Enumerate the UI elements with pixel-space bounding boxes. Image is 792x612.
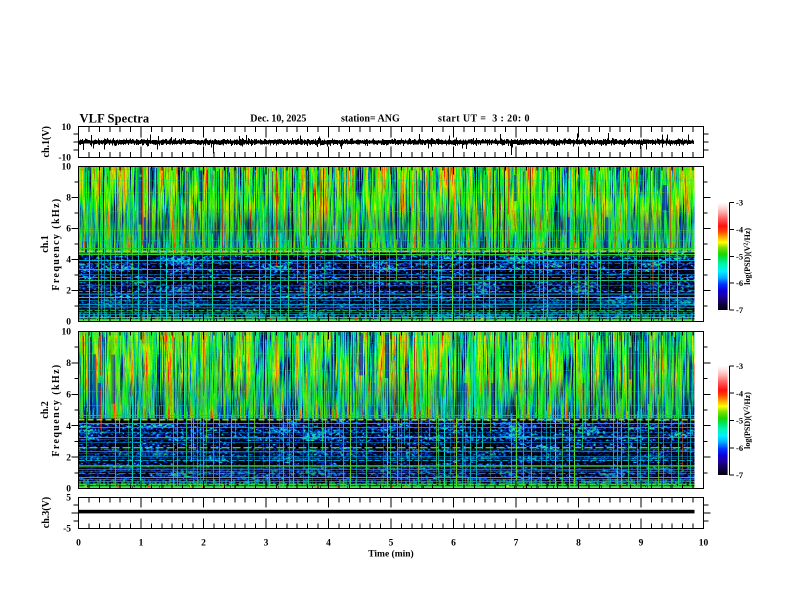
svg-text:4: 4 [66,422,71,432]
svg-text:8: 8 [576,539,581,549]
svg-text:-6: -6 [736,443,743,453]
svg-text:2: 2 [66,287,71,297]
svg-text:-5: -5 [63,525,71,535]
svg-text:-5: -5 [736,251,743,261]
svg-text:station= ANG: station= ANG [341,114,400,125]
svg-text:log(PSD)(V2/Hz): log(PSD)(V2/Hz) [743,228,752,285]
svg-text:4: 4 [66,256,71,266]
svg-text:-3: -3 [736,198,743,208]
svg-text:6: 6 [66,391,71,401]
svg-text:10: 10 [62,163,72,173]
svg-text:-4: -4 [736,388,744,398]
svg-text:2: 2 [201,539,206,549]
svg-text:Time (min): Time (min) [368,549,413,560]
svg-text:start UT = 3 : 20: 0: start UT = 3 : 20: 0 [438,114,530,125]
svg-text:0: 0 [66,318,71,328]
svg-text:VLF Spectra: VLF Spectra [80,112,150,126]
svg-text:-4: -4 [736,224,744,234]
svg-text:ch.1(V): ch.1(V) [41,126,52,157]
svg-text:Frequency (kHz): Frequency (kHz) [51,363,62,456]
svg-text:4: 4 [326,539,331,549]
svg-text:-3: -3 [736,361,743,371]
svg-text:7: 7 [514,539,519,549]
svg-text:0: 0 [76,539,81,549]
svg-text:8: 8 [66,359,71,369]
svg-text:-7: -7 [736,470,744,480]
svg-text:10: 10 [62,328,72,338]
svg-text:3: 3 [264,539,269,549]
svg-text:ch.2: ch.2 [40,401,51,419]
svg-text:5: 5 [66,494,71,504]
svg-text:Dec. 10, 2025: Dec. 10, 2025 [250,114,306,125]
svg-text:-7: -7 [736,305,744,315]
svg-text:6: 6 [451,539,456,549]
svg-text:-10: -10 [58,154,71,164]
svg-text:2: 2 [66,453,71,463]
svg-text:ch.1: ch.1 [40,235,51,253]
svg-text:10: 10 [62,123,72,133]
svg-text:9: 9 [639,539,644,549]
svg-text:5: 5 [389,539,394,549]
svg-text:10: 10 [699,539,709,549]
svg-text:6: 6 [66,225,71,235]
svg-text:-6: -6 [736,278,743,288]
svg-text:1: 1 [139,539,144,549]
svg-text:8: 8 [66,194,71,204]
svg-text:Frequency (kHz): Frequency (kHz) [51,197,62,290]
svg-text:-5: -5 [736,416,743,426]
svg-text:log(PSD)(V2/Hz): log(PSD)(V2/Hz) [743,392,752,449]
svg-text:0: 0 [66,485,71,495]
svg-text:ch.3(V): ch.3(V) [41,497,52,528]
